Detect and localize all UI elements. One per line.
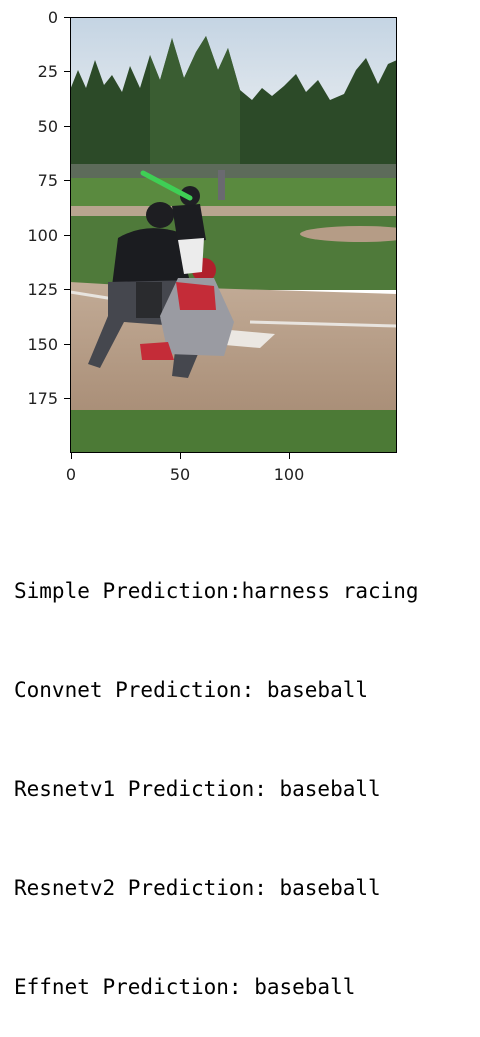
y-tick-label: 125 <box>27 280 58 299</box>
prediction-line-effnet: Effnet Prediction: baseball <box>14 975 356 999</box>
image-figure: 0 25 50 75 100 125 150 175 0 50 100 <box>27 8 397 484</box>
x-tick-label: 100 <box>274 465 305 484</box>
prediction-line-convnet: Convnet Prediction: baseball <box>14 678 369 702</box>
y-tick-label: 75 <box>38 171 58 190</box>
x-tick-label: 50 <box>170 465 190 484</box>
prediction-line-simple: Simple Prediction:harness racing <box>14 579 419 603</box>
y-tick-label: 150 <box>27 335 58 354</box>
y-tick-label: 175 <box>27 389 58 408</box>
prediction-line-resnetv2: Resnetv2 Prediction: baseball <box>14 876 381 900</box>
y-axis <box>64 17 70 399</box>
prediction-output: Simple Prediction:harness racing Convnet… <box>14 509 419 1037</box>
x-axis <box>71 453 290 459</box>
y-tick-label: 50 <box>38 117 58 136</box>
y-tick-label: 25 <box>38 62 58 81</box>
plot-frame <box>70 17 397 453</box>
y-tick-label: 100 <box>27 226 58 245</box>
x-tick-label: 0 <box>66 465 76 484</box>
prediction-line-resnetv1: Resnetv1 Prediction: baseball <box>14 777 381 801</box>
y-tick-label: 0 <box>48 8 58 27</box>
baseball-photo <box>70 17 397 453</box>
